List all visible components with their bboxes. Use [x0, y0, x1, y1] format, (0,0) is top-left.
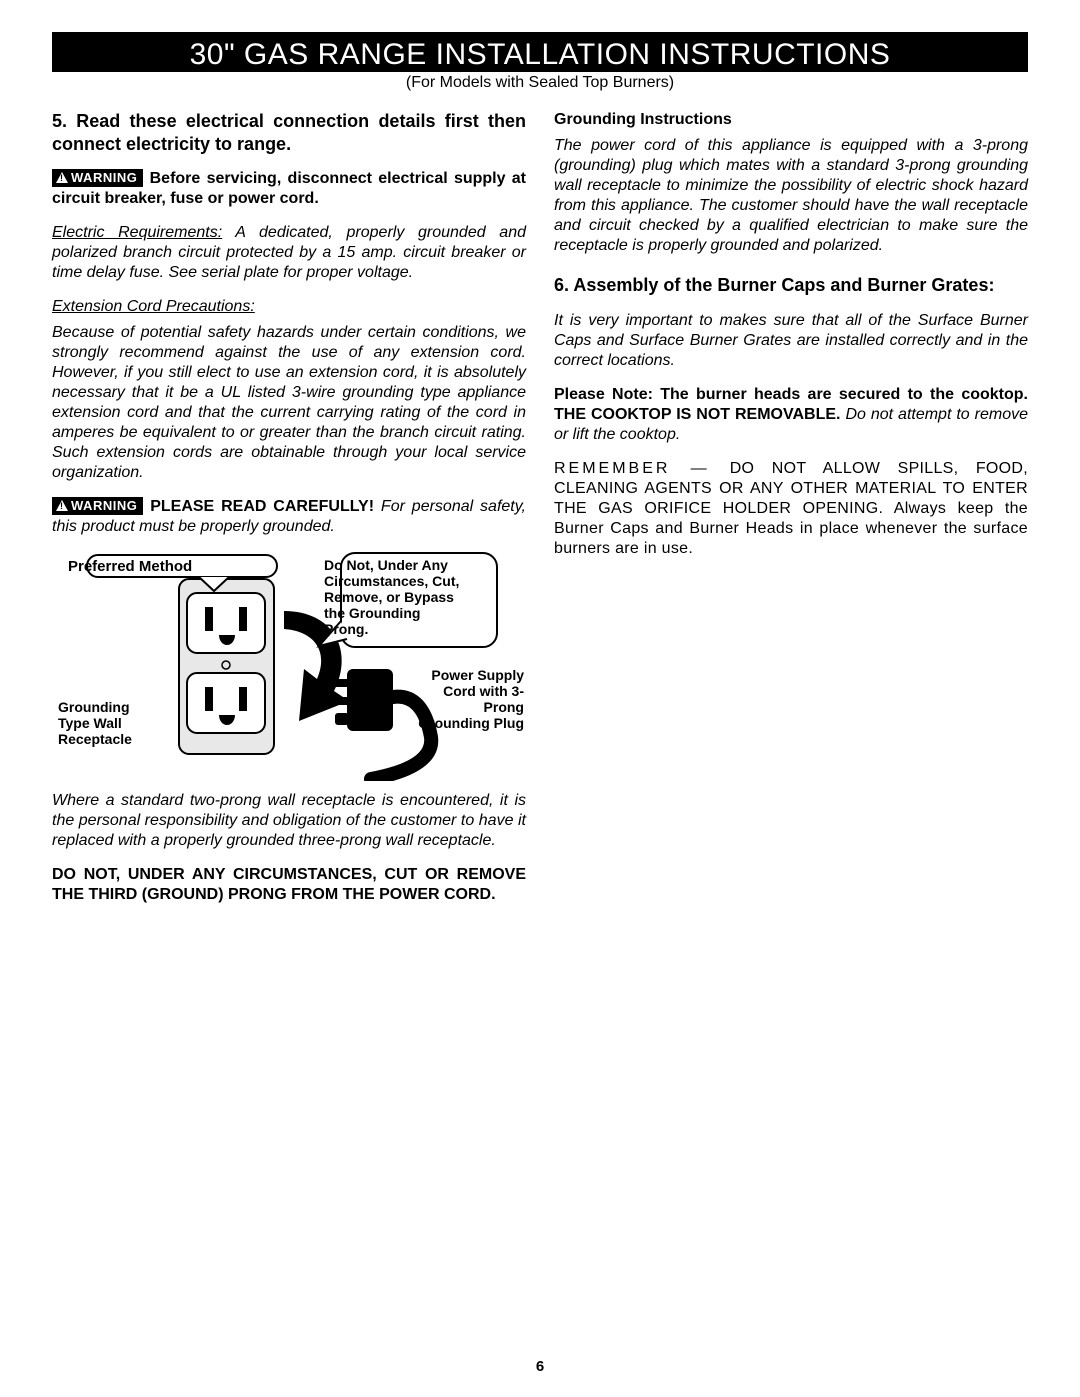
- diagram-preferred-label: Preferred Method: [68, 558, 192, 577]
- extension-cord-label: Extension Cord Precautions:: [52, 297, 526, 317]
- left-column: 5. Read these electrical connection deta…: [52, 110, 526, 919]
- electric-requirements: Electric Requirements: A dedicated, prop…: [52, 223, 526, 283]
- diagram-receptacle-label: Grounding Type Wall Receptacle: [58, 699, 150, 747]
- page: 30" GAS RANGE INSTALLATION INSTRUCTIONS …: [0, 0, 1080, 1397]
- do-not-remove-prong: DO NOT, UNDER ANY CIRCUMSTANCES, CUT OR …: [52, 865, 526, 905]
- remember-note: REMEMBER — DO NOT ALLOW SPILLS, FOOD, CL…: [554, 459, 1028, 559]
- page-title: 30" GAS RANGE INSTALLATION INSTRUCTIONS: [52, 38, 1028, 72]
- warning-1: WARNING Before servicing, disconnect ele…: [52, 169, 526, 209]
- section-5-heading: 5. Read these electrical connection deta…: [52, 110, 526, 155]
- warning-icon: WARNING: [52, 497, 143, 515]
- two-prong-note: Where a standard two-prong wall receptac…: [52, 791, 526, 851]
- title-bar: 30" GAS RANGE INSTALLATION INSTRUCTIONS: [52, 32, 1028, 72]
- extension-cord-text: Because of potential safety hazards unde…: [52, 323, 526, 483]
- electric-requirements-label: Electric Requirements:: [52, 224, 222, 241]
- section-6-note: Please Note: The burner heads are secure…: [554, 385, 1028, 445]
- grounding-text: The power cord of this appliance is equi…: [554, 136, 1028, 256]
- page-number: 6: [0, 1358, 1080, 1375]
- section-6-p1: It is very important to makes sure that …: [554, 311, 1028, 371]
- warning-icon: WARNING: [52, 169, 143, 187]
- grounding-diagram: Preferred Method Do Not, Under Any Circu…: [52, 551, 526, 781]
- grounding-heading: Grounding Instructions: [554, 110, 1028, 130]
- diagram-donot-label: Do Not, Under Any Circumstances, Cut, Re…: [324, 557, 464, 637]
- content-columns: 5. Read these electrical connection deta…: [52, 110, 1028, 919]
- diagram-plug-label: Power Supply Cord with 3-Prong Grounding…: [414, 667, 524, 731]
- section-6-heading: 6. Assembly of the Burner Caps and Burne…: [554, 274, 1028, 297]
- page-subtitle: (For Models with Sealed Top Burners): [52, 74, 1028, 92]
- right-column: Grounding Instructions The power cord of…: [554, 110, 1028, 919]
- warning-2: WARNING PLEASE READ CAREFULLY! For perso…: [52, 497, 526, 537]
